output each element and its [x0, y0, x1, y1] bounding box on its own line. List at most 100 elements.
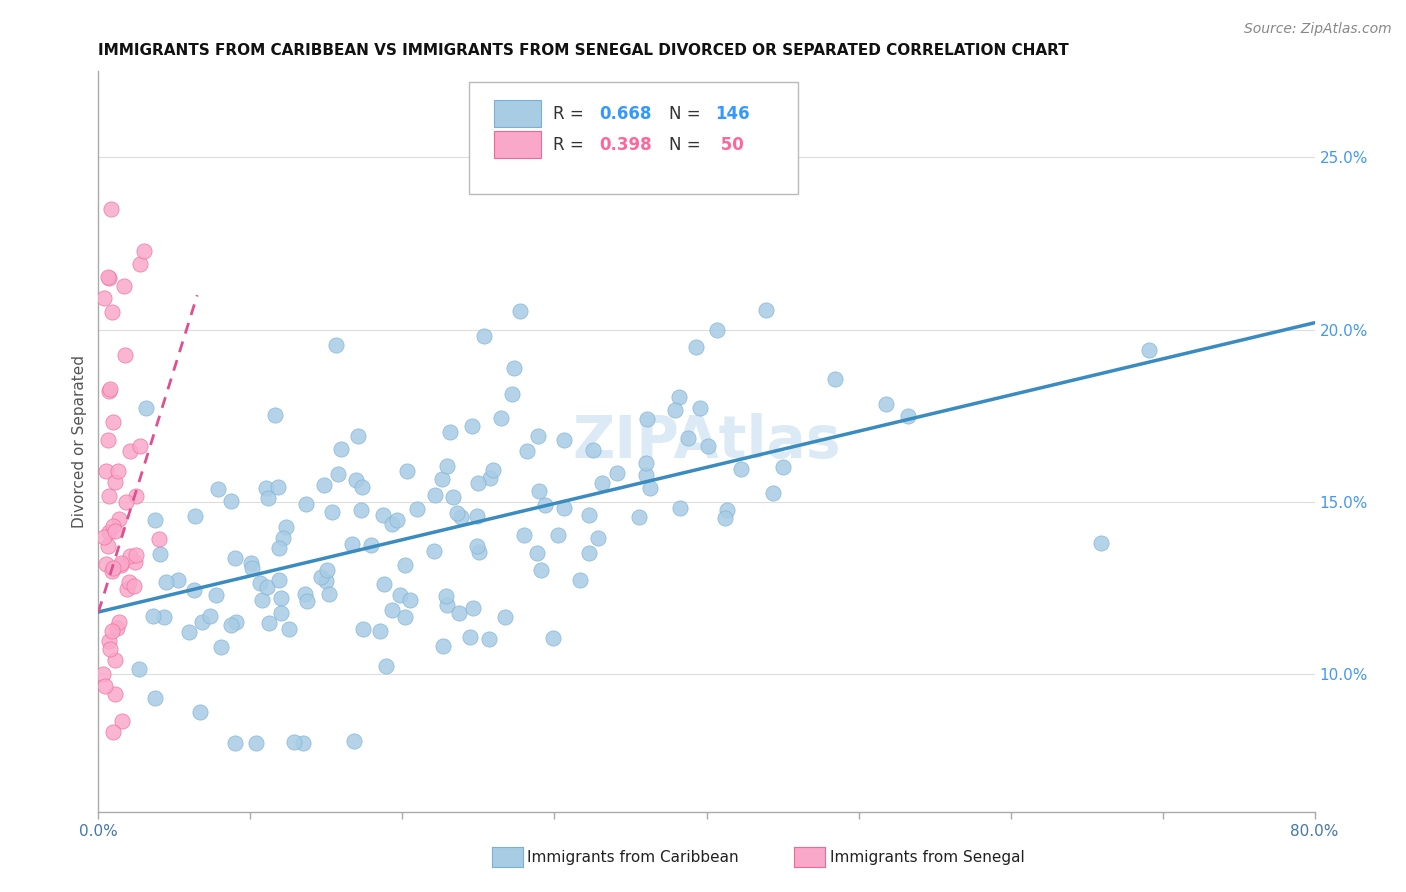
Point: [98, 383, 121, 397]
Text: N =: N =: [669, 104, 706, 122]
Point: [346, 429, 368, 443]
Point: [503, 361, 526, 376]
Point: [209, 640, 232, 654]
Point: [541, 631, 564, 645]
Point: [713, 511, 735, 525]
Point: [436, 458, 458, 473]
Point: [430, 471, 453, 485]
Text: 50: 50: [716, 136, 744, 153]
Point: [396, 464, 419, 478]
Point: [730, 462, 752, 476]
Point: [225, 615, 247, 629]
Point: [224, 736, 246, 750]
Point: [491, 410, 513, 425]
Point: [100, 202, 122, 216]
Point: [120, 443, 142, 458]
Point: [465, 508, 488, 523]
Point: [318, 587, 340, 601]
Point: [606, 466, 628, 480]
Point: [405, 502, 427, 516]
Point: [569, 573, 592, 587]
Point: [94, 558, 117, 572]
Text: Immigrants from Caribbean: Immigrants from Caribbean: [527, 850, 740, 864]
Point: [526, 428, 548, 442]
Point: [271, 531, 294, 545]
Point: [434, 590, 457, 604]
Point: [706, 323, 728, 337]
Text: 146: 146: [716, 104, 749, 122]
Point: [512, 528, 534, 542]
Point: [716, 503, 738, 517]
Point: [132, 244, 155, 258]
Point: [93, 530, 115, 544]
Point: [315, 563, 337, 577]
Point: [101, 724, 124, 739]
Point: [530, 563, 553, 577]
Y-axis label: Divorced or Separated: Divorced or Separated: [72, 355, 87, 528]
Point: [94, 679, 117, 693]
Point: [135, 401, 157, 416]
Point: [373, 508, 395, 522]
Point: [423, 544, 446, 558]
Point: [388, 588, 411, 602]
Point: [245, 736, 267, 750]
Point: [107, 512, 129, 526]
Point: [207, 482, 229, 496]
Point: [167, 573, 190, 587]
Point: [118, 574, 141, 589]
Point: [321, 505, 343, 519]
Point: [381, 602, 404, 616]
Point: [350, 503, 373, 517]
Point: [122, 579, 145, 593]
Point: [101, 518, 124, 533]
Point: [474, 328, 496, 343]
Point: [93, 291, 115, 305]
Point: [450, 510, 472, 524]
Point: [329, 442, 352, 457]
Point: [254, 481, 277, 495]
Point: [224, 550, 246, 565]
Point: [441, 490, 464, 504]
Text: N =: N =: [669, 136, 706, 153]
Point: [148, 532, 170, 546]
Point: [398, 593, 420, 607]
Point: [467, 476, 489, 491]
Point: [205, 588, 228, 602]
Point: [449, 606, 471, 620]
Point: [277, 622, 299, 636]
Point: [124, 555, 146, 569]
Point: [115, 582, 138, 596]
Point: [98, 271, 121, 285]
Point: [104, 653, 127, 667]
Point: [143, 513, 166, 527]
Point: [553, 500, 575, 515]
Point: [200, 608, 222, 623]
Point: [104, 475, 127, 489]
Point: [394, 610, 416, 624]
Text: Source: ZipAtlas.com: Source: ZipAtlas.com: [1244, 22, 1392, 37]
FancyBboxPatch shape: [494, 131, 541, 158]
Text: 0.668: 0.668: [599, 104, 652, 122]
Point: [145, 691, 167, 706]
Point: [267, 574, 290, 588]
Point: [636, 456, 658, 470]
Point: [155, 575, 177, 590]
Point: [120, 549, 142, 563]
Point: [110, 558, 132, 573]
Text: 0.398: 0.398: [599, 136, 652, 153]
Point: [270, 606, 292, 620]
Point: [1137, 343, 1160, 357]
Point: [479, 470, 502, 484]
Point: [283, 734, 305, 748]
Point: [352, 623, 374, 637]
Point: [249, 575, 271, 590]
Point: [772, 460, 794, 475]
Point: [578, 546, 600, 560]
Point: [387, 513, 409, 527]
Point: [257, 615, 280, 630]
Point: [897, 409, 920, 423]
Point: [516, 443, 538, 458]
Text: IMMIGRANTS FROM CARIBBEAN VS IMMIGRANTS FROM SENEGAL DIVORCED OR SEPARATED CORRE: IMMIGRANTS FROM CARIBBEAN VS IMMIGRANTS …: [98, 43, 1069, 58]
Point: [534, 498, 557, 512]
Point: [1090, 535, 1112, 549]
